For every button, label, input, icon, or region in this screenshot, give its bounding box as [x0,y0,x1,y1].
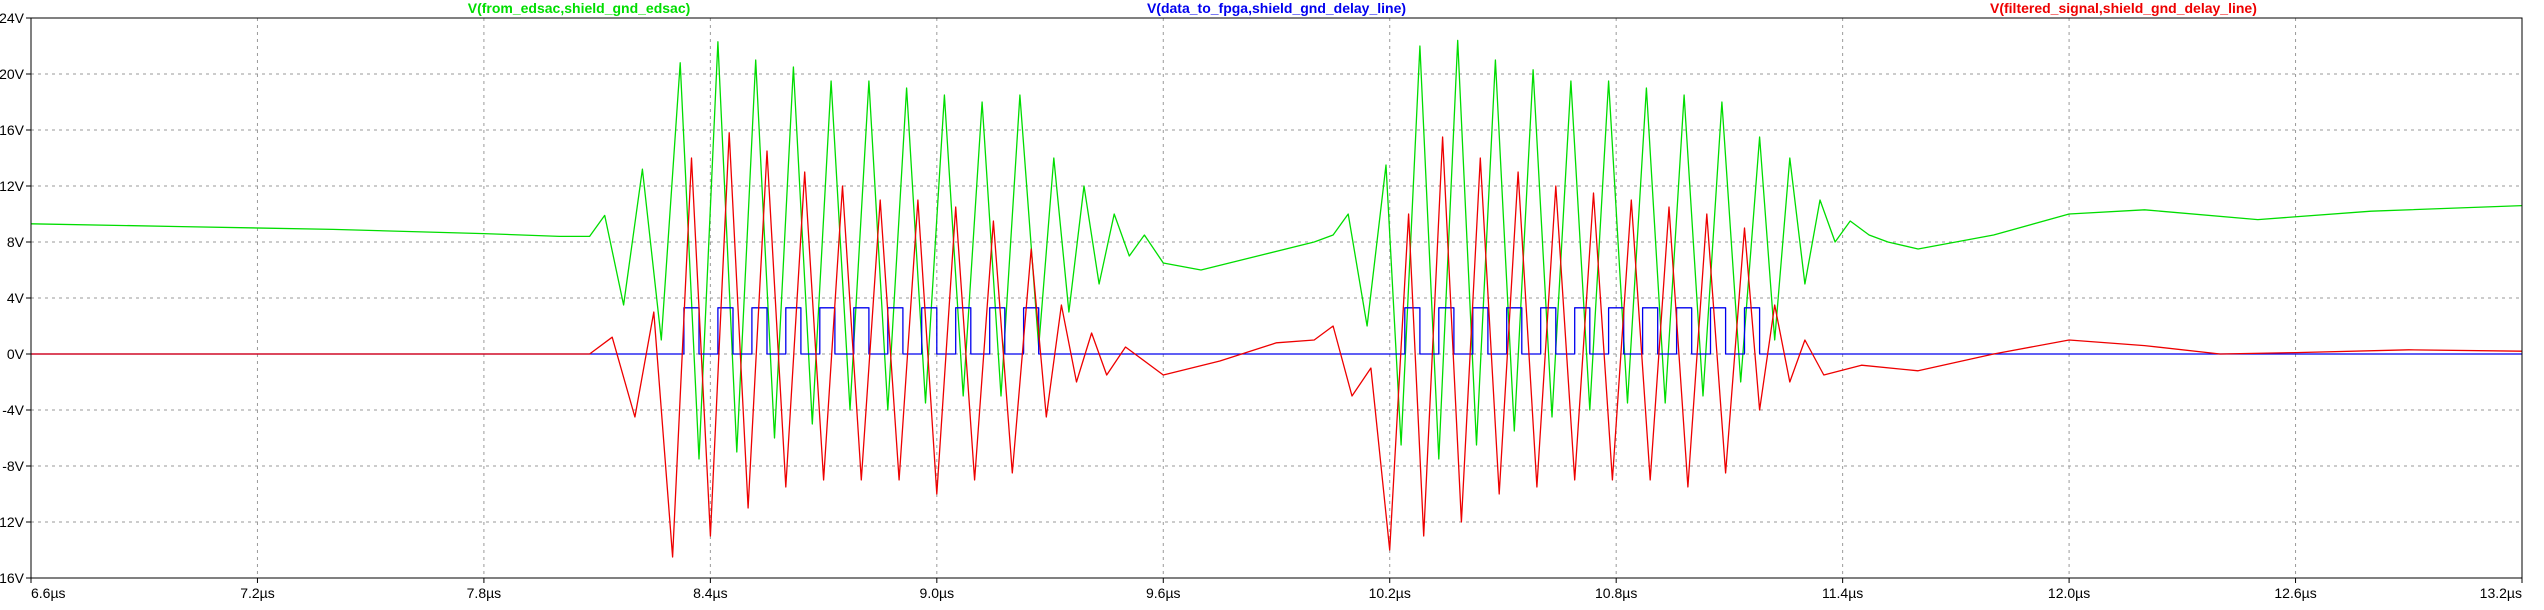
x-tick-label: 9.0µs [920,585,955,601]
series-line-1 [31,307,2522,355]
legend-entry-2: V(filtered_signal,shield_gnd_delay_line) [1990,0,2257,16]
y-tick-label: 16V [0,122,25,138]
y-tick-label: 0V [7,346,25,362]
y-tick-label: -16V [0,570,25,586]
tick-layer: 24V 20V 16V 12V 8V 4V 0V -4V -8V -12V -16V 6.6µs 7.2… [0,10,2523,601]
x-tick-label: 12.6µs [2274,585,2316,601]
legend: V(from_edsac,shield_gnd_edsac) V(data_to_… [468,0,2257,16]
y-tick-label: 4V [7,290,25,306]
series-layer [30,39,2523,558]
x-tick-label: 6.6µs [31,585,66,601]
x-tick-label: 11.4µs [1822,585,1863,601]
series-line-2 [31,132,2523,558]
x-tick-label: 10.8µs [1595,585,1637,601]
legend-entry-0: V(from_edsac,shield_gnd_edsac) [468,0,691,16]
y-tick-label: 24V [0,10,25,26]
x-tick-label: 10.2µs [1369,585,1411,601]
x-tick-label: 12.0µs [2048,585,2090,601]
y-tick-label: -4V [2,402,24,418]
y-tick-label: -12V [0,514,25,530]
y-tick-label: -8V [2,458,24,474]
grid-layer [31,18,2522,578]
y-tick-label: 8V [7,234,25,250]
legend-entry-1: V(data_to_fpga,shield_gnd_delay_line) [1147,0,1406,16]
x-tick-label: 13.2µs [2480,585,2522,601]
x-tick-label: 9.6µs [1146,585,1181,601]
x-tick-label: 8.4µs [693,585,728,601]
series-line-0 [30,39,2523,460]
y-tick-label: 20V [0,66,25,82]
x-tick-label: 7.8µs [467,585,502,601]
x-tick-label: 7.2µs [240,585,275,601]
y-tick-label: 12V [0,178,25,194]
